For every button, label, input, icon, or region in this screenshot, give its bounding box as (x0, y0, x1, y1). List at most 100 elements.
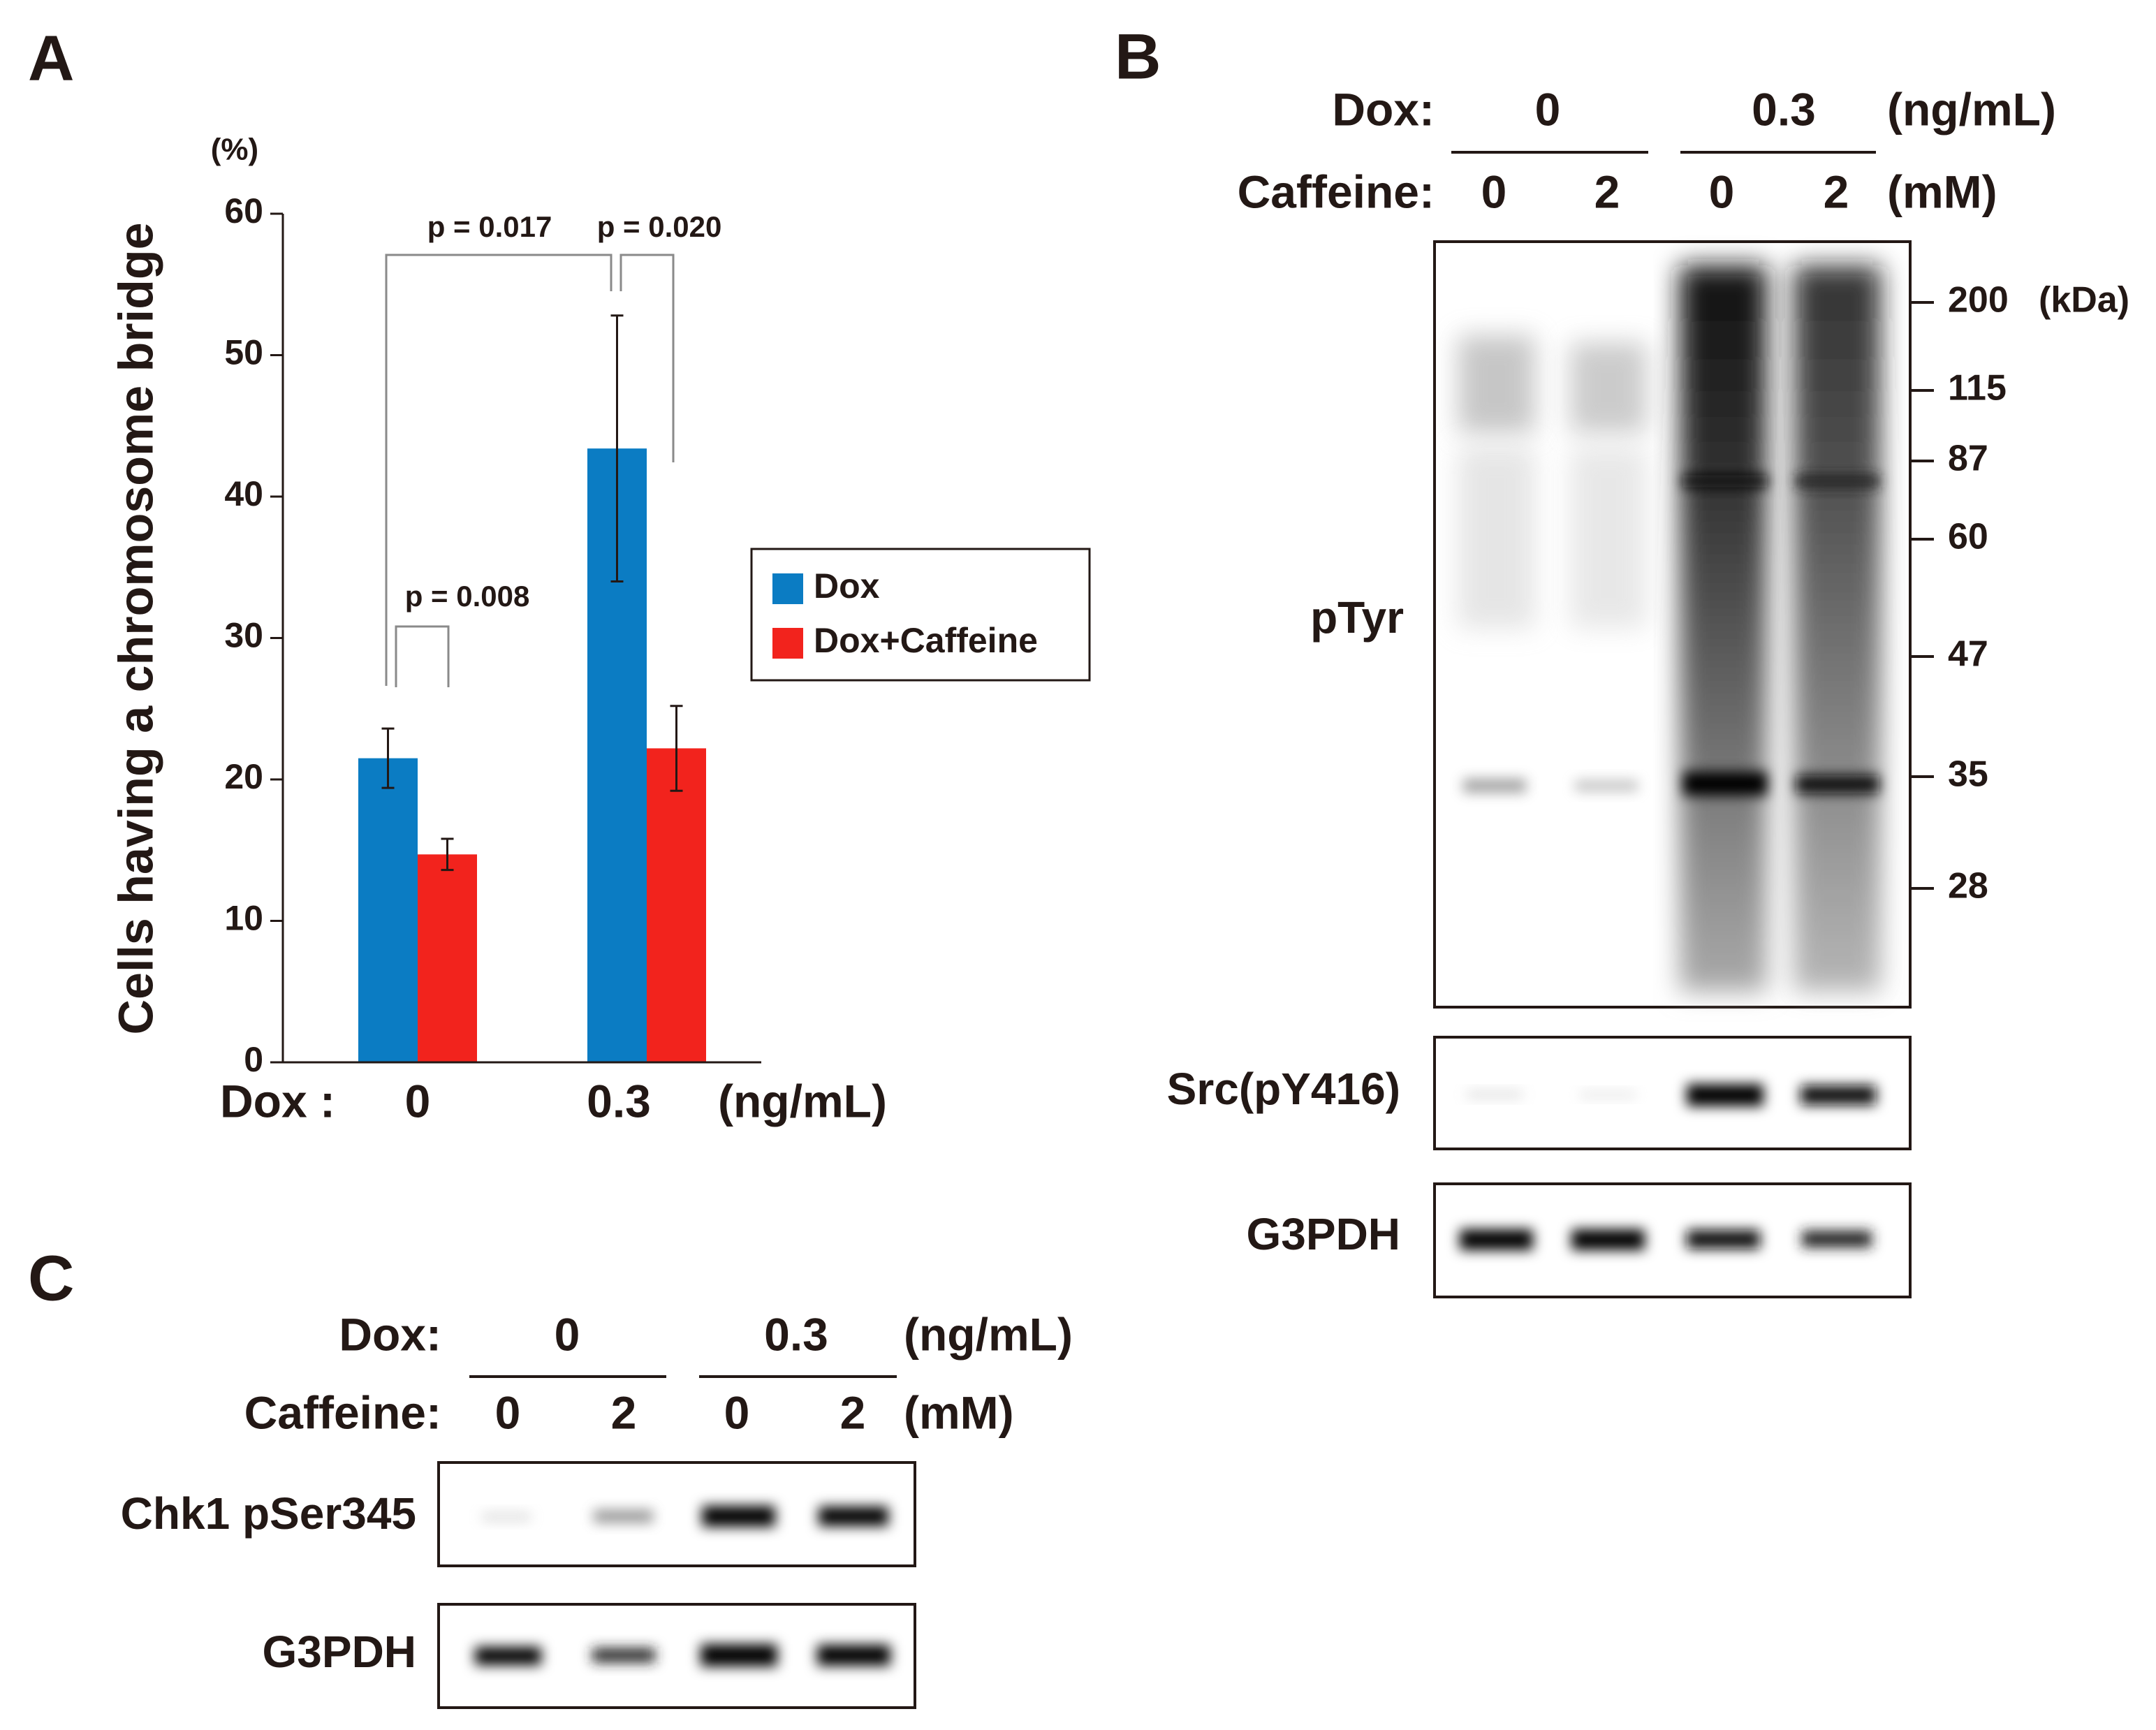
band (1796, 475, 1879, 488)
dox-unit: (ng/mL) (1887, 83, 2056, 135)
band (1458, 335, 1535, 433)
band (1570, 447, 1647, 629)
caffeine-level: 0 (1481, 166, 1507, 217)
caffeine-label: Caffeine: (244, 1386, 441, 1438)
marker-label: 200 (1948, 280, 2009, 321)
caffeine-level: 2 (840, 1386, 866, 1438)
band (1796, 775, 1879, 793)
band (1687, 1230, 1760, 1249)
band (817, 1645, 890, 1666)
bar (358, 758, 418, 1062)
blot-bands (475, 1644, 890, 1666)
y-tick-label: 40 (224, 474, 263, 513)
caffeine-level: 0 (724, 1386, 750, 1438)
legend-label: Dox+Caffeine (814, 621, 1038, 660)
blot-bands (1467, 1084, 1876, 1106)
caffeine-level: 2 (1594, 166, 1620, 217)
band (1575, 780, 1638, 791)
legend-swatch (772, 628, 803, 659)
band (1460, 1229, 1533, 1250)
dox-level: 0.3 (764, 1308, 828, 1360)
y-tick-label: 30 (224, 616, 263, 655)
band (1794, 265, 1881, 992)
bar (647, 748, 706, 1062)
band (1801, 1085, 1876, 1105)
band (702, 1506, 775, 1527)
band (1687, 1084, 1763, 1106)
band (819, 1507, 888, 1526)
y-tick-label: 50 (224, 333, 263, 372)
band (1683, 772, 1767, 796)
blot-bands (482, 1506, 888, 1527)
caffeine-unit: (mM) (1887, 166, 1997, 217)
legend-swatch (772, 573, 803, 604)
band (1580, 1092, 1636, 1098)
legend-box (750, 548, 1091, 682)
marker-label: 47 (1948, 634, 1988, 675)
x-unit: (ng/mL) (718, 1075, 887, 1127)
band (1571, 1229, 1645, 1250)
panel-label: B (1115, 21, 1161, 92)
y-tick-label: 60 (224, 191, 263, 230)
caffeine-level: 2 (1824, 166, 1849, 217)
markers: 200 (kDa) 115 87 60 47 35 28 (1910, 280, 2129, 907)
dox-level: 0 (555, 1308, 580, 1360)
blot-label: Chk1 pSer345 (121, 1488, 416, 1539)
dox-unit: (ng/mL) (904, 1308, 1073, 1360)
y-axis-title: Cells having a chromosome bridge (108, 222, 163, 1034)
marker-label: 35 (1948, 754, 1988, 795)
caffeine-unit: (mM) (904, 1386, 1014, 1438)
band (1680, 265, 1767, 992)
error-bar (670, 705, 683, 792)
p-value: p = 0.017 (427, 210, 552, 243)
dox-level: 0.3 (1752, 83, 1816, 135)
blot-bands (1460, 1229, 1872, 1250)
band (1802, 1231, 1872, 1247)
blot-label: Src(pY416) (1167, 1064, 1400, 1114)
p-value: p = 0.008 (405, 580, 530, 613)
significance-bracket (619, 254, 675, 462)
dox-level: 0 (1535, 83, 1561, 135)
band (1463, 779, 1526, 793)
panel-label: A (28, 22, 74, 94)
x-axis-title: Dox : (220, 1075, 335, 1127)
caffeine-level: 0 (1709, 166, 1735, 217)
band (1570, 342, 1647, 433)
blot-label: G3PDH (263, 1627, 417, 1677)
band (592, 1648, 655, 1662)
error-bar (381, 727, 395, 789)
significance-bracket (395, 625, 450, 687)
caffeine-level: 0 (495, 1386, 521, 1438)
band (701, 1644, 777, 1666)
band (594, 1510, 653, 1523)
band (1458, 447, 1535, 629)
error-bar (441, 837, 454, 872)
x-tick-label: 0.3 (587, 1075, 651, 1127)
marker-label: 115 (1948, 368, 2007, 409)
marker-label: 87 (1948, 439, 1988, 479)
dox-label: Dox: (1332, 83, 1435, 135)
y-tick-label: 0 (244, 1040, 263, 1079)
y-tick-label: 20 (224, 757, 263, 796)
band (1467, 1091, 1523, 1098)
x-tick-label: 0 (405, 1075, 431, 1127)
band (475, 1647, 541, 1665)
p-value: p = 0.020 (597, 210, 722, 243)
legend-label: Dox (814, 566, 880, 606)
blot-label: G3PDH (1247, 1209, 1401, 1259)
caffeine-label: Caffeine: (1238, 166, 1435, 217)
panel-label: C (28, 1242, 74, 1314)
y-unit: (%) (211, 133, 258, 167)
marker-label: 60 (1948, 517, 1988, 557)
error-bar (610, 314, 624, 582)
blot-bands (1458, 265, 1881, 992)
dox-label: Dox: (339, 1308, 441, 1360)
caffeine-level: 2 (611, 1386, 637, 1438)
y-tick-label: 10 (224, 899, 263, 938)
significance-bracket (385, 254, 613, 686)
marker-unit: (kDa) (2039, 280, 2129, 321)
marker-label: 28 (1948, 866, 1988, 907)
band (482, 1513, 531, 1521)
